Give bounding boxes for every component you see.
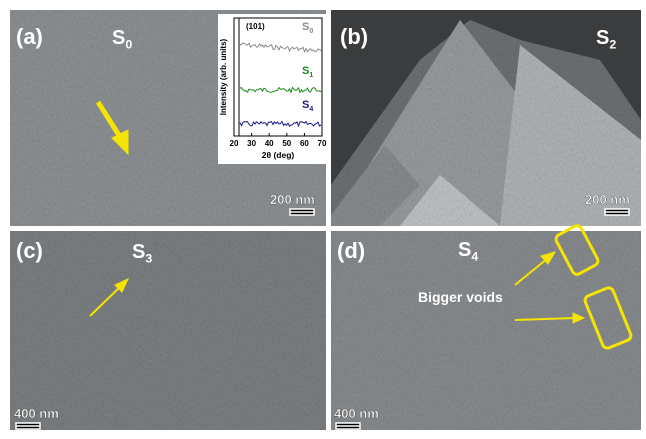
sample-label-base: S — [132, 241, 145, 263]
sample-label-sub: 0 — [125, 37, 132, 51]
inset-xlabel: 2θ (deg) — [262, 150, 295, 160]
inset-ylabel: Intensity (arb. units) — [219, 38, 228, 115]
sample-label-base: S — [596, 27, 609, 49]
sem-image — [10, 231, 326, 430]
x-tick-label: 40 — [265, 139, 274, 148]
x-tick-label: 60 — [300, 139, 309, 148]
scale-bar-label: 400 nm — [334, 406, 379, 421]
sample-label-sub: 3 — [145, 251, 152, 265]
sample-label-sub: 4 — [471, 249, 478, 263]
legend-base: S — [302, 99, 309, 111]
x-tick-label: 70 — [318, 139, 327, 148]
figure: Intensity (arb. units) 2θ (deg) (101) 20… — [0, 0, 646, 439]
legend-sub: 1 — [309, 72, 313, 79]
legend-sub: 0 — [309, 28, 313, 35]
panel-label: (a) — [16, 24, 43, 49]
annotation: Bigger voids — [418, 289, 503, 305]
sample-label-base: S — [458, 239, 471, 261]
legend-base: S — [302, 21, 309, 33]
sample-label-base: S — [112, 27, 125, 49]
scale-bar-label: 200 nm — [585, 192, 630, 207]
legend-base: S — [302, 65, 309, 77]
scale-bar-label: 400 nm — [14, 406, 59, 421]
sem-image — [331, 231, 641, 430]
x-tick-label: 30 — [247, 139, 256, 148]
panel-label: (b) — [340, 24, 368, 49]
x-tick-label: 50 — [282, 139, 291, 148]
x-tick-label: 20 — [230, 139, 239, 148]
xrd-inset: Intensity (arb. units) 2θ (deg) (101) 20… — [218, 14, 327, 164]
panel-label: (c) — [16, 238, 43, 263]
scale-bar-label: 200 nm — [270, 192, 315, 207]
sample-label-sub: 2 — [609, 37, 616, 51]
legend-sub: 4 — [309, 106, 313, 113]
inset-annotation: (101) — [246, 22, 265, 31]
panel-label: (d) — [337, 238, 365, 263]
